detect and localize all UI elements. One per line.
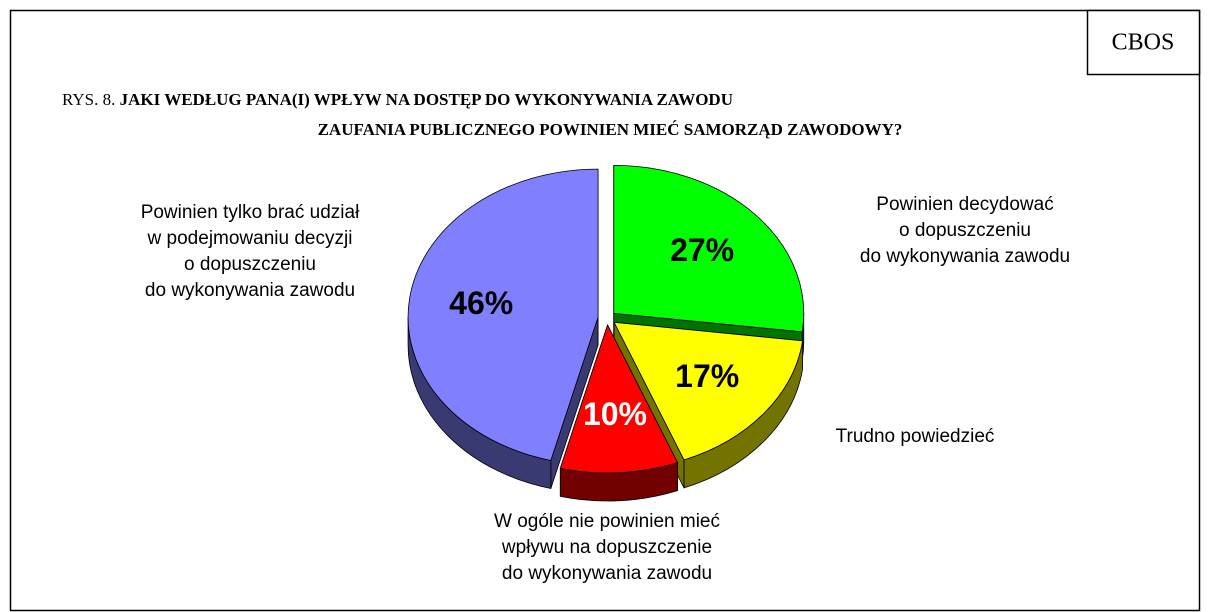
slice-top xyxy=(559,323,679,474)
category-label: o dopuszczeniu xyxy=(184,254,316,275)
frame xyxy=(9,9,1201,612)
pie-slice xyxy=(559,323,679,502)
title-line: JAKI WEDŁUG PANA(I) WPŁYW NA DOSTĘP DO W… xyxy=(120,90,733,109)
slice-top xyxy=(613,321,804,461)
value-label: 17% xyxy=(675,358,739,394)
figure-label: RYS. 8. xyxy=(62,90,115,109)
value-label: 27% xyxy=(670,232,734,268)
value-label: 46% xyxy=(449,285,513,321)
category-label: do wykonywania zawodu xyxy=(145,280,355,301)
slice-top xyxy=(613,164,805,333)
category-label: wpływu na dopuszczenie xyxy=(501,537,712,558)
source: CBOS xyxy=(1112,30,1175,56)
slice-top xyxy=(407,168,599,461)
source-box xyxy=(1086,9,1201,76)
category-label: w podejmowaniu decyzji xyxy=(147,228,353,249)
pie-slice xyxy=(407,168,599,489)
value-label: 10% xyxy=(583,396,647,432)
category-label: Powinien decydować xyxy=(876,194,1053,215)
category-label: W ogóle nie powinien mieć xyxy=(494,511,720,532)
title-line: ZAUFANIA PUBLICZNEGO POWINIEN MIEĆ SAMOR… xyxy=(318,120,903,139)
category-label: Trudno powiedzieć xyxy=(836,426,995,447)
category-label: do wykonywania zawodu xyxy=(860,246,1070,267)
category-label: do wykonywania zawodu xyxy=(502,563,712,584)
category-label: o dopuszczeniu xyxy=(899,220,1031,241)
category-label: Powinien tylko brać udział xyxy=(141,202,360,223)
chart-title: RYS. 8. JAKI WEDŁUG PANA(I) WPŁYW NA DOS… xyxy=(62,90,733,109)
